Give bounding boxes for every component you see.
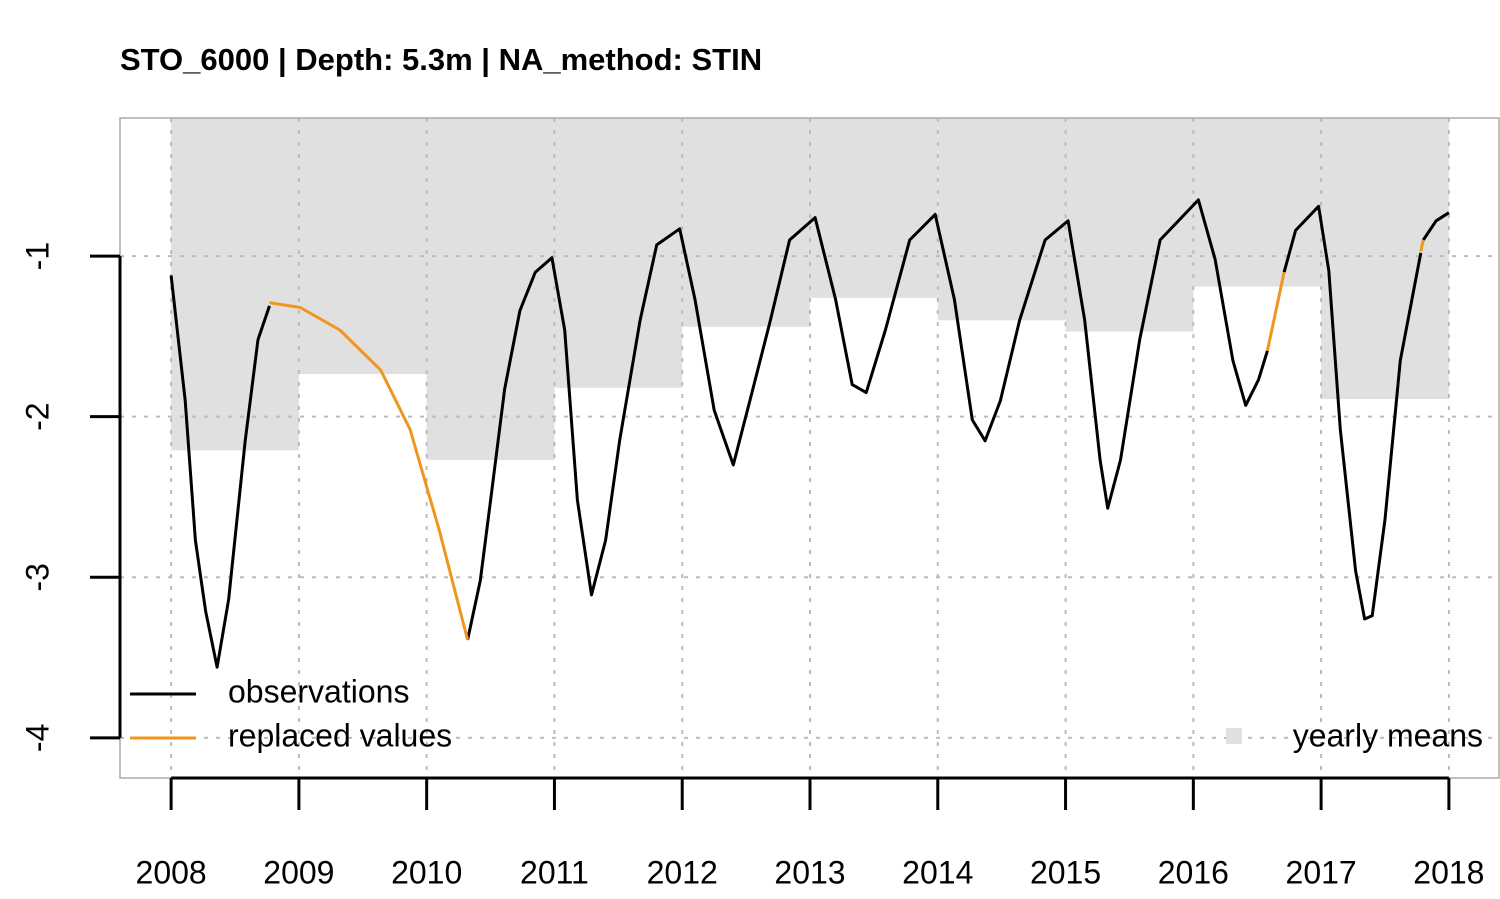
yearly-mean-bar <box>171 118 299 451</box>
legend-label: replaced values <box>228 717 452 753</box>
yearly-mean-bar <box>810 118 938 298</box>
x-tick-label: 2011 <box>520 854 589 890</box>
yearly-mean-bar <box>1193 118 1322 287</box>
y-tick-label: -4 <box>19 724 55 752</box>
yearly-mean-bar <box>298 118 427 375</box>
y-tick-label: -2 <box>19 402 55 430</box>
yearly-mean-bar <box>682 118 810 327</box>
legend-label: observations <box>228 673 409 709</box>
x-tick-label: 2013 <box>774 854 845 890</box>
x-tick-label: 2012 <box>647 854 718 890</box>
yearly-mean-bar <box>1321 118 1449 400</box>
x-tick-label: 2008 <box>136 854 207 890</box>
legend-label: yearly means <box>1293 717 1483 753</box>
x-tick-label: 2009 <box>263 854 334 890</box>
x-tick-label: 2016 <box>1158 854 1229 890</box>
y-tick-label: -1 <box>19 242 55 270</box>
x-tick-label: 2010 <box>391 854 462 890</box>
legend-swatch <box>1226 728 1242 744</box>
x-tick-label: 2015 <box>1030 854 1101 890</box>
series-line <box>269 239 1425 641</box>
yearly-mean-bar <box>426 118 555 461</box>
x-tick-label: 2017 <box>1286 854 1357 890</box>
x-tick-label: 2014 <box>902 854 973 890</box>
yearly-mean-bar <box>554 118 683 388</box>
chart-title: STO_6000 | Depth: 5.3m | NA_method: STIN <box>120 42 762 77</box>
x-tick-label: 2018 <box>1413 854 1484 890</box>
y-tick-label: -3 <box>19 563 55 591</box>
yearly-mean-bar <box>937 118 1066 321</box>
yearly-mean-bar <box>1065 118 1194 332</box>
series-line <box>169 198 1450 669</box>
